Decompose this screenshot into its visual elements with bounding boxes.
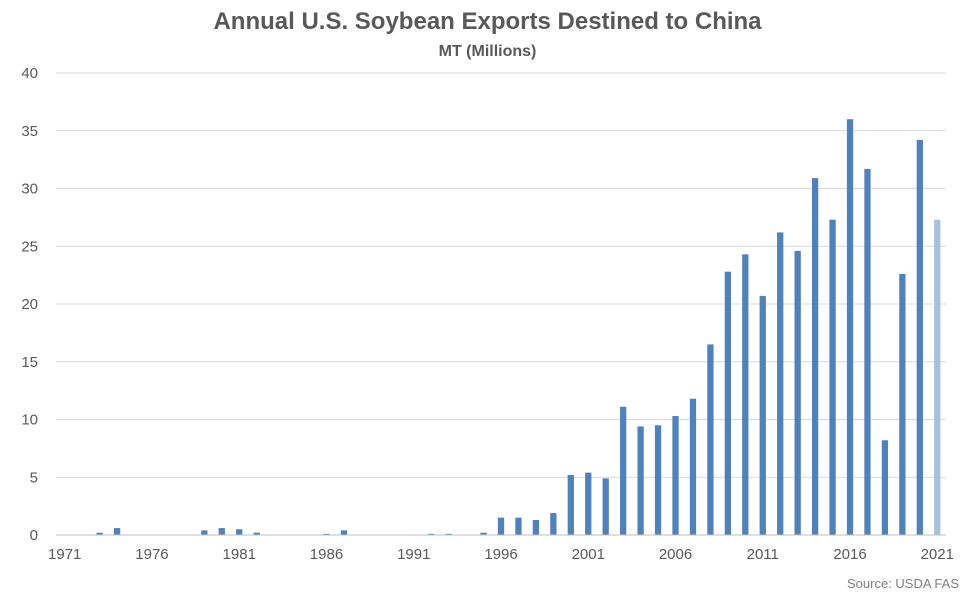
y-tick-label: 5 [30, 469, 38, 486]
x-tick-label: 2001 [572, 546, 605, 563]
bar-2008 [707, 344, 714, 535]
y-tick-label: 30 [21, 181, 38, 198]
x-tick-label: 1981 [223, 546, 256, 563]
bar-2013 [794, 250, 801, 535]
x-tick-label: 2016 [833, 546, 866, 563]
bar-2016 [846, 119, 854, 535]
y-tick-label: 20 [21, 296, 38, 313]
x-tick-label: 2006 [659, 546, 692, 563]
bar-2010 [742, 254, 749, 535]
bar-1993 [445, 533, 452, 535]
bar-2015 [829, 219, 836, 535]
bar-1986 [323, 533, 330, 535]
bar-1981 [236, 529, 243, 535]
chart-subtitle: MT (Millions) [438, 43, 537, 60]
bar-1992 [428, 533, 435, 535]
x-tick-label: 2021 [921, 546, 954, 563]
bar-2020 [916, 139, 923, 536]
bar-1980 [218, 528, 225, 535]
bar-2004 [637, 426, 644, 535]
bar-2019 [899, 273, 906, 535]
bar-1982 [253, 532, 260, 535]
bar-2014 [811, 178, 819, 536]
x-tick-label: 1971 [48, 546, 81, 563]
x-tick-label: 1991 [397, 546, 430, 563]
bar-2005 [654, 425, 662, 535]
bar-2009 [724, 271, 731, 535]
bar-1973 [96, 532, 103, 535]
bar-1995 [480, 532, 487, 535]
bar-2017 [864, 168, 871, 535]
bar-1979 [201, 530, 208, 535]
x-tick-label: 1976 [135, 546, 168, 563]
x-tick-label: 2011 [747, 546, 779, 563]
bar-1998 [532, 519, 540, 535]
source-note: Source: USDA FAS [847, 576, 959, 591]
y-tick-label: 0 [30, 527, 38, 544]
y-tick-label: 35 [21, 123, 38, 140]
y-tick-label: 15 [21, 354, 38, 371]
bar-2003 [620, 406, 627, 535]
y-tick-label: 40 [21, 65, 38, 82]
bar-2012 [777, 232, 784, 535]
bar-2006 [672, 416, 679, 535]
bar-2000 [567, 474, 574, 535]
bar-2007 [689, 398, 697, 535]
chart-title: Annual U.S. Soybean Exports Destined to … [213, 8, 762, 35]
bar-1997 [515, 517, 522, 535]
bar-2018 [881, 440, 889, 535]
bar-2002 [602, 478, 609, 535]
bar-1974 [113, 528, 121, 535]
y-tick-label: 25 [21, 238, 38, 255]
x-tick-label: 1996 [484, 546, 517, 563]
bar-1987 [340, 530, 348, 535]
bar-2001 [585, 472, 592, 535]
bar-1996 [497, 517, 505, 535]
bar-2011 [759, 295, 766, 535]
x-tick-label: 1986 [310, 546, 343, 563]
bar-2021 [934, 219, 941, 535]
bar-1999 [550, 513, 557, 535]
y-tick-label: 10 [21, 412, 38, 429]
